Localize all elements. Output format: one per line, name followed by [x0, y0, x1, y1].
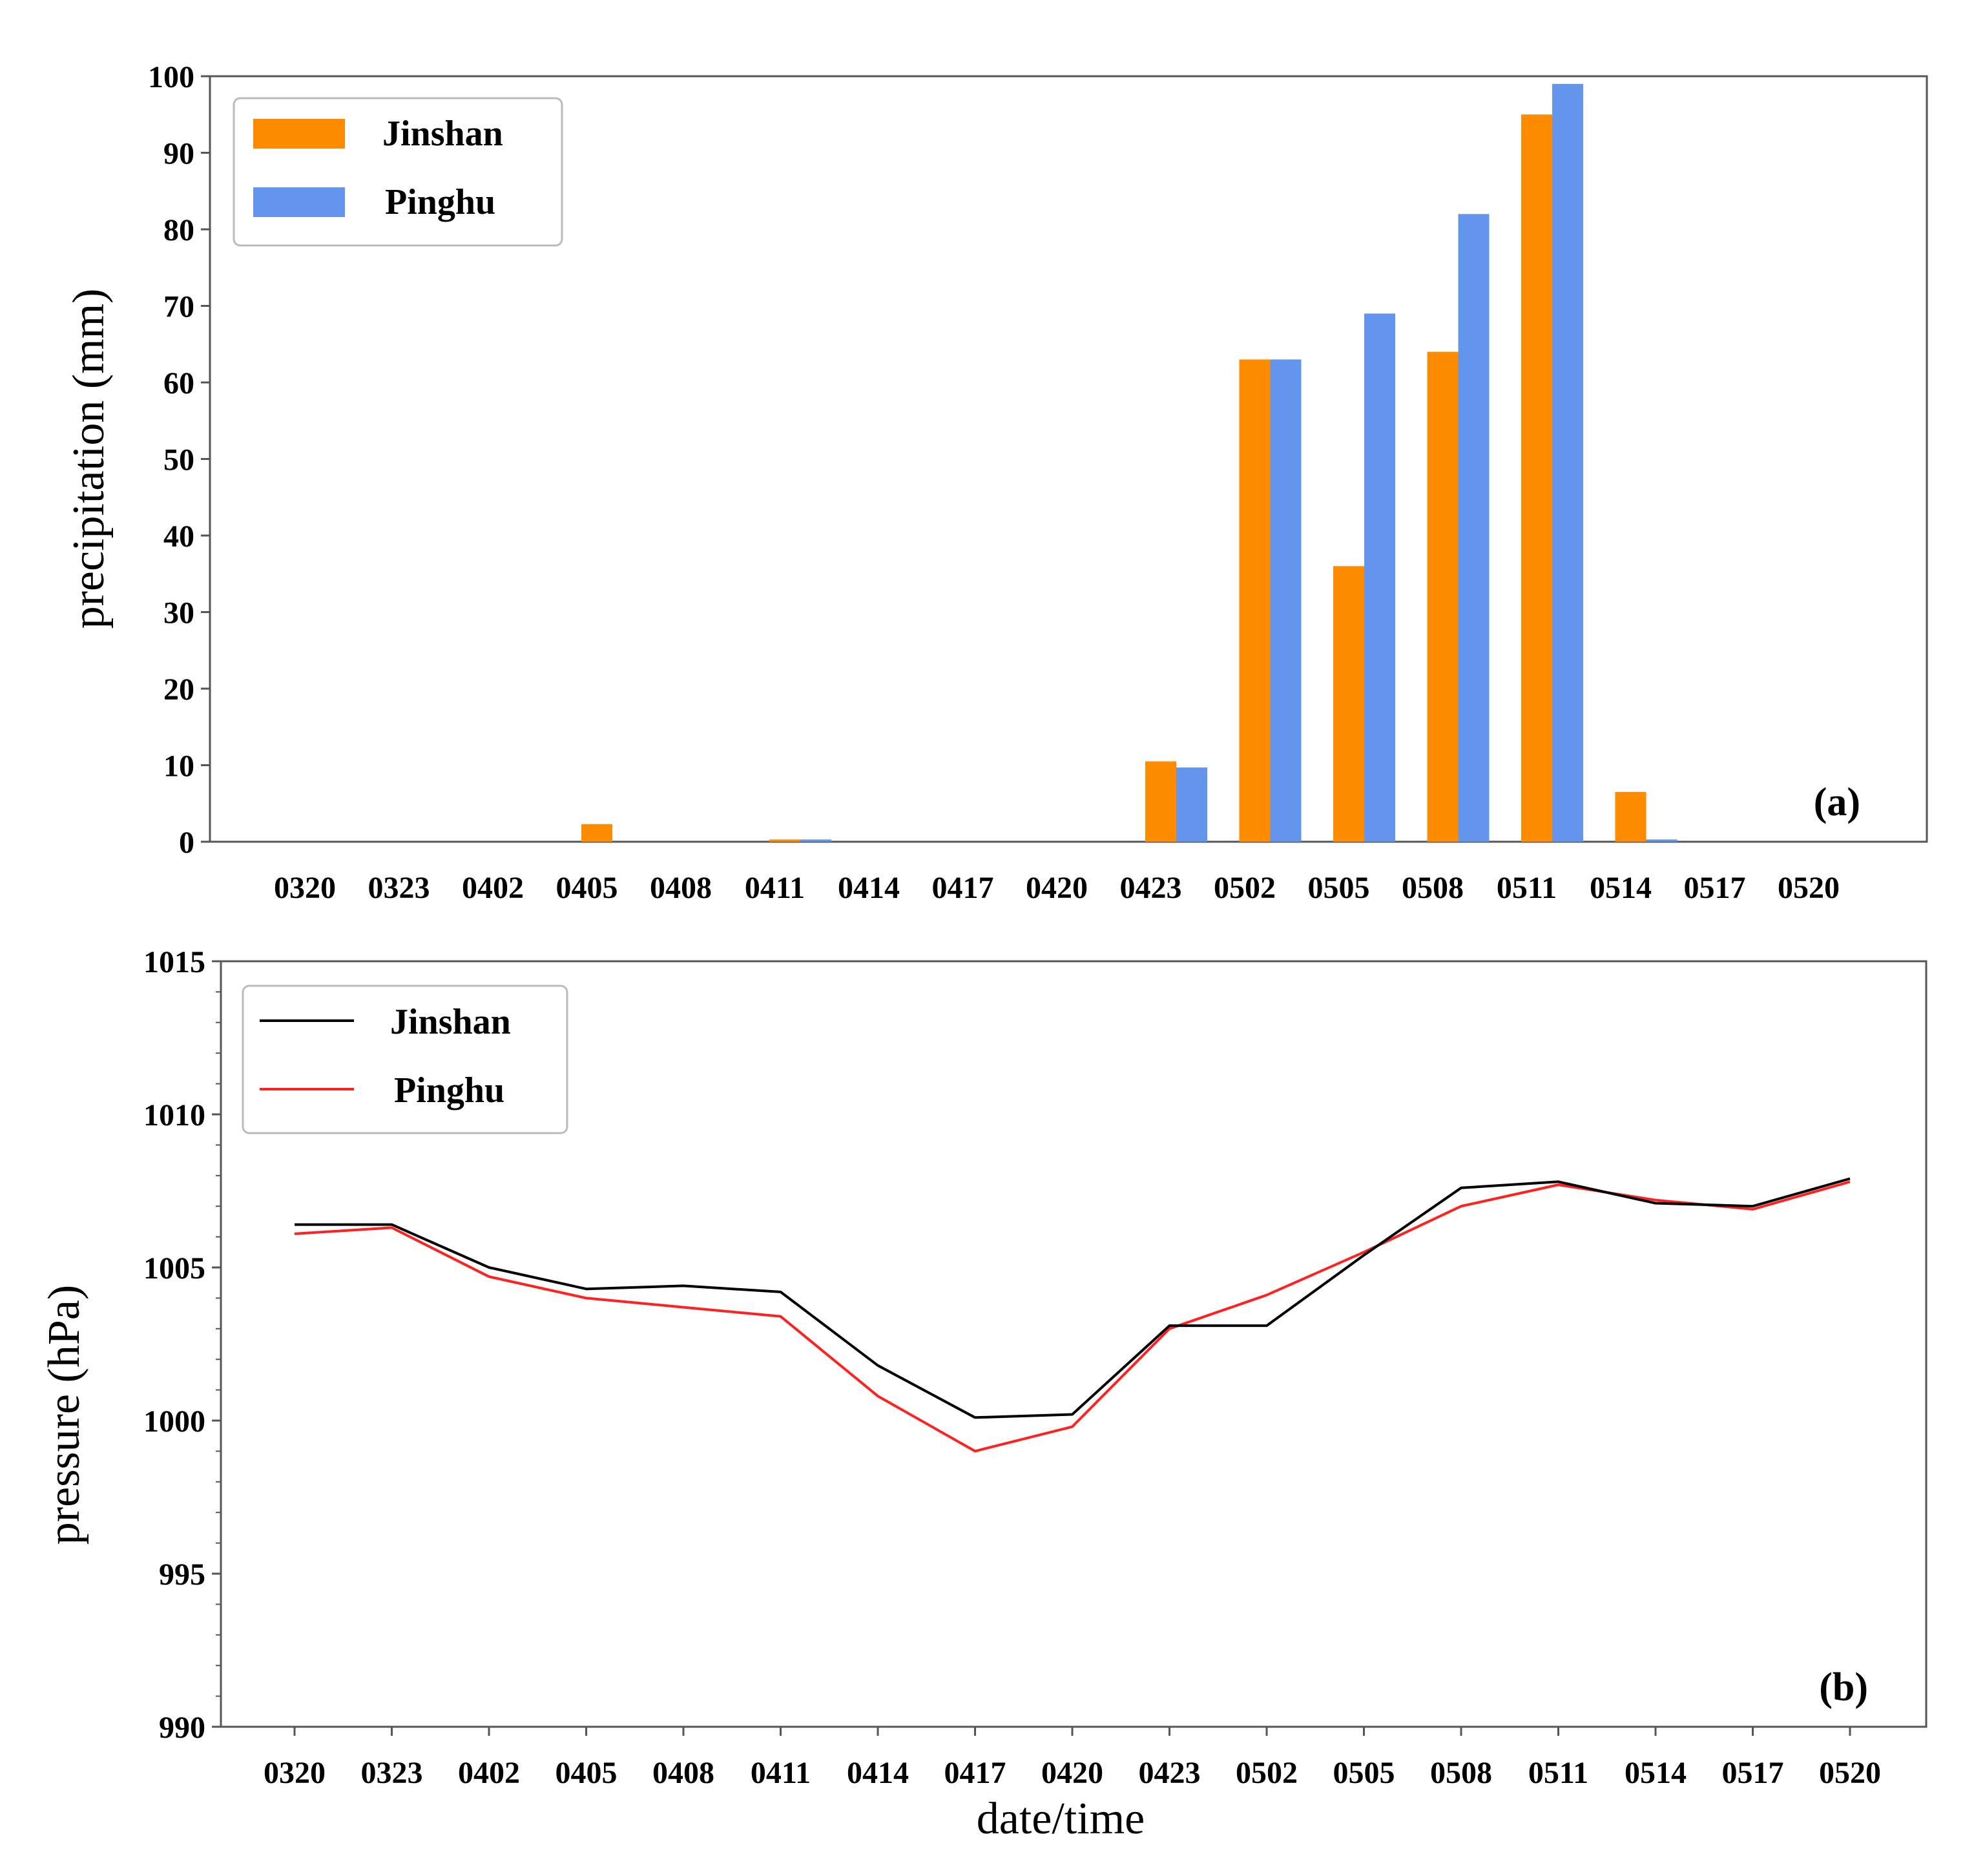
bar-jinshan — [1145, 761, 1176, 842]
panel-label-a: (a) — [1814, 780, 1860, 824]
y-tick-label-a: 80 — [163, 213, 194, 247]
x-tick-label-a: 0420 — [1026, 871, 1088, 905]
bar-jinshan — [769, 839, 800, 842]
bar-pinghu — [1270, 359, 1302, 842]
x-tick-label-a: 0502 — [1214, 871, 1276, 905]
x-tick-label-b: 0417 — [944, 1756, 1006, 1790]
x-tick-label-b: 0320 — [264, 1756, 326, 1790]
x-tick-label-a: 0514 — [1590, 871, 1652, 905]
x-tick-label-b: 0408 — [652, 1756, 714, 1790]
bar-jinshan — [581, 824, 612, 842]
bar-jinshan — [1333, 566, 1364, 842]
x-axis-ticks-b: 0320 0323 0402 0405 0408 0411 0414 0417 0420 0423… — [264, 1727, 1881, 1790]
panel-label-b: (b) — [1819, 1665, 1868, 1709]
legend-label-jinshan-b: Jinshan — [390, 1002, 511, 1042]
x-tick-label-a: 0323 — [368, 871, 430, 905]
bar-jinshan — [1239, 359, 1271, 842]
y-tick-label-b: 990 — [159, 1711, 205, 1745]
y-tick-label-b: 1000 — [143, 1404, 205, 1439]
legend-b: Jinshan Pinghu — [242, 985, 568, 1134]
bar-pinghu — [1458, 214, 1490, 842]
x-axis-title-b: date/time — [977, 1794, 1145, 1844]
y-axis-title-a: precipitation (mm) — [64, 289, 114, 629]
legend-label-jinshan-a: Jinshan — [382, 114, 503, 154]
x-tick-label-b: 0517 — [1722, 1756, 1784, 1790]
legend-label-pinghu-b: Pinghu — [394, 1070, 504, 1110]
y-tick-label-a: 20 — [163, 672, 194, 707]
y-axis-ticks-b: 990 995 1000 1005 1010 1015 — [143, 945, 221, 1745]
x-tick-label-a: 0408 — [650, 871, 712, 905]
bar-pinghu — [1176, 767, 1207, 842]
x-tick-label-a: 0508 — [1402, 871, 1464, 905]
y-tick-label-a: 50 — [163, 443, 194, 477]
bar-pinghu — [1364, 313, 1395, 842]
x-tick-label-b: 0405 — [556, 1756, 618, 1790]
y-tick-label-a: 100 — [148, 60, 194, 94]
legend-label-pinghu-a: Pinghu — [385, 182, 495, 222]
x-tick-label-b: 0423 — [1139, 1756, 1201, 1790]
x-tick-label-a: 0423 — [1120, 871, 1182, 905]
x-axis-ticks-a: 0320 0323 0402 0405 0408 0411 0414 0417 0420 0423… — [274, 871, 1840, 905]
x-tick-label-a: 0505 — [1308, 871, 1370, 905]
x-tick-label-b: 0502 — [1236, 1756, 1298, 1790]
y-axis-ticks-a: 0 10 20 30 40 50 60 70 80 90 100 — [148, 60, 210, 860]
x-tick-label-a: 0402 — [462, 871, 524, 905]
x-tick-label-a: 0417 — [932, 871, 994, 905]
x-tick-label-b: 0514 — [1625, 1756, 1687, 1790]
x-tick-label-a: 0517 — [1684, 871, 1746, 905]
y-tick-label-a: 10 — [163, 749, 194, 784]
line-pinghu — [294, 1180, 1851, 1453]
bar-pinghu — [1552, 83, 1583, 842]
x-tick-label-b: 0420 — [1041, 1756, 1103, 1790]
x-tick-label-b: 0323 — [361, 1756, 423, 1790]
y-tick-label-b: 1010 — [143, 1098, 205, 1132]
line-jinshan — [295, 1177, 1851, 1419]
y-tick-label-b: 1015 — [143, 945, 205, 979]
x-tick-label-a: 0411 — [745, 871, 805, 905]
x-tick-label-a: 0405 — [556, 871, 618, 905]
y-tick-label-a: 30 — [163, 596, 194, 631]
x-tick-label-b: 0508 — [1430, 1756, 1492, 1790]
y-axis-title-b: pressure (hPa) — [39, 1285, 89, 1545]
bar-pinghu — [1646, 839, 1678, 842]
x-tick-label-a: 0520 — [1778, 871, 1840, 905]
y-tick-label-b: 1005 — [143, 1251, 205, 1286]
legend-box-b — [242, 985, 568, 1134]
lines-b — [294, 1177, 1851, 1453]
y-tick-label-a: 40 — [163, 519, 194, 554]
bar-jinshan — [1427, 351, 1459, 842]
x-tick-label-b: 0414 — [847, 1756, 909, 1790]
y-tick-label-a: 70 — [163, 290, 194, 324]
x-tick-label-a: 0414 — [838, 871, 900, 905]
bar-jinshan — [1521, 114, 1552, 842]
y-tick-label-a: 90 — [163, 137, 194, 171]
x-tick-label-b: 0402 — [458, 1756, 520, 1790]
bars-a — [581, 83, 1678, 842]
bar-pinghu — [800, 839, 831, 842]
x-tick-label-a: 0511 — [1497, 871, 1557, 905]
legend-swatch-pinghu-a — [253, 187, 345, 217]
plot-frame-b — [220, 960, 1927, 1728]
legend-a: Jinshan Pinghu — [233, 97, 563, 247]
x-tick-label-b: 0520 — [1819, 1756, 1881, 1790]
y-tick-label-a: 60 — [163, 366, 194, 401]
y-tick-label-b: 995 — [159, 1558, 205, 1592]
x-tick-label-b: 0511 — [1528, 1756, 1588, 1790]
x-tick-label-b: 0505 — [1333, 1756, 1395, 1790]
x-tick-label-a: 0320 — [274, 871, 336, 905]
y-tick-label-a: 0 — [179, 826, 194, 860]
legend-swatch-jinshan-a — [253, 119, 345, 149]
x-tick-label-b: 0411 — [751, 1756, 811, 1790]
bar-jinshan — [1615, 791, 1647, 842]
